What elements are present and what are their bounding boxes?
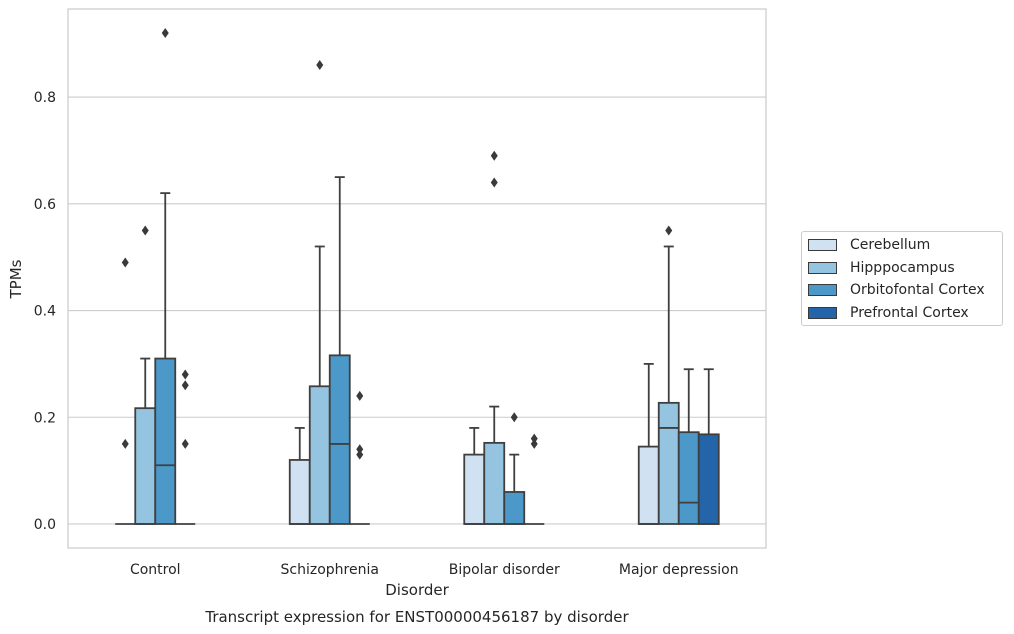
box-body [677, 431, 700, 525]
outlier-point [665, 225, 673, 236]
legend-label-hippocampus: Hipppocampus [850, 260, 955, 276]
outlier-point [181, 438, 189, 449]
legend-label-orbitofrontal: Orbitofontal Cortex [850, 282, 985, 298]
y-tick-label: 0.6 [34, 197, 56, 213]
box-body [463, 453, 486, 525]
plot-area-frame [67, 8, 767, 549]
outlier-point [490, 150, 498, 161]
outlier-point [121, 438, 129, 449]
figure-caption: Transcript expression for ENST0000045618… [204, 608, 629, 626]
legend-item-prefrontal: Prefrontal Cortex [808, 304, 969, 322]
outlier-point [530, 438, 538, 449]
legend-swatch-prefrontal [808, 307, 837, 319]
box-plot-marks [115, 28, 720, 525]
box-body [308, 385, 331, 525]
x-tick-label: Bipolar disorder [449, 562, 560, 578]
y-tick-label: 0.8 [34, 90, 56, 106]
box-schizophrenia-cerebellum [288, 427, 311, 525]
outlier-point [510, 412, 518, 423]
box-body [483, 441, 506, 525]
box-schizophrenia-hipppocampus [308, 60, 331, 525]
box-major-depression-prefrontal-cortex [697, 368, 720, 525]
box-control-prefrontal-cortex [175, 369, 196, 525]
box-bipolar-disorder-cerebellum [463, 427, 486, 525]
legend-swatch-orbitofrontal [808, 284, 837, 296]
box-body [328, 354, 351, 525]
box-control-cerebellum [115, 257, 136, 525]
outlier-point [490, 177, 498, 188]
box-bipolar-disorder-orbitofontal-cortex [503, 412, 526, 525]
box-control-orbitofontal-cortex [154, 28, 177, 525]
legend-swatch-cerebellum [808, 239, 837, 251]
outlier-point [121, 257, 129, 268]
box-body [134, 407, 157, 525]
legend-label-prefrontal: Prefrontal Cortex [850, 305, 969, 321]
outlier-point [141, 225, 149, 236]
outlier-point [356, 449, 364, 460]
legend-label-cerebellum: Cerebellum [850, 237, 931, 253]
box-body [657, 401, 680, 525]
y-tick-label: 0.0 [34, 517, 56, 533]
box-body [697, 433, 720, 525]
box-major-depression-orbitofontal-cortex [677, 368, 700, 525]
outlier-point [161, 28, 169, 39]
outlier-point [356, 390, 364, 401]
x-tick-label: Control [130, 562, 181, 578]
box-bipolar-disorder-hipppocampus [483, 150, 506, 525]
box-body [637, 445, 660, 525]
box-schizophrenia-orbitofontal-cortex [328, 176, 351, 525]
legend-item-hippocampus: Hipppocampus [808, 259, 955, 277]
box-control-hipppocampus [134, 225, 157, 525]
box-major-depression-cerebellum [637, 362, 660, 525]
outlier-point [181, 380, 189, 391]
outlier-point [316, 60, 324, 71]
box-major-depression-hipppocampus [657, 225, 680, 525]
legend-item-orbitofrontal: Orbitofontal Cortex [808, 281, 985, 299]
outlier-point [356, 444, 364, 455]
y-tick-label: 0.2 [34, 410, 56, 426]
y-axis-label: TPMs [7, 259, 25, 299]
box-body [154, 357, 177, 525]
legend-swatch-hippocampus [808, 262, 837, 274]
outlier-point [181, 369, 189, 380]
legend-item-cerebellum: Cerebellum [808, 236, 930, 254]
y-axis-ticks: 0.0 0.2 0.4 0.6 0.8 [34, 90, 56, 533]
x-axis-ticks: Control Schizophrenia Bipolar disorder Majo… [130, 562, 739, 578]
y-tick-label: 0.4 [34, 304, 56, 320]
outlier-point [530, 433, 538, 444]
box-body [288, 459, 311, 525]
x-tick-label: Schizophrenia [281, 562, 379, 578]
x-tick-label: Major depression [619, 562, 739, 578]
box-schizophrenia-prefrontal-cortex [349, 390, 370, 525]
x-axis-label: Disorder [385, 581, 449, 599]
box-body [503, 491, 526, 525]
box-bipolar-disorder-prefrontal-cortex [524, 433, 545, 525]
legend: Cerebellum Hipppocampus Orbitofontal Cor… [801, 231, 1003, 326]
